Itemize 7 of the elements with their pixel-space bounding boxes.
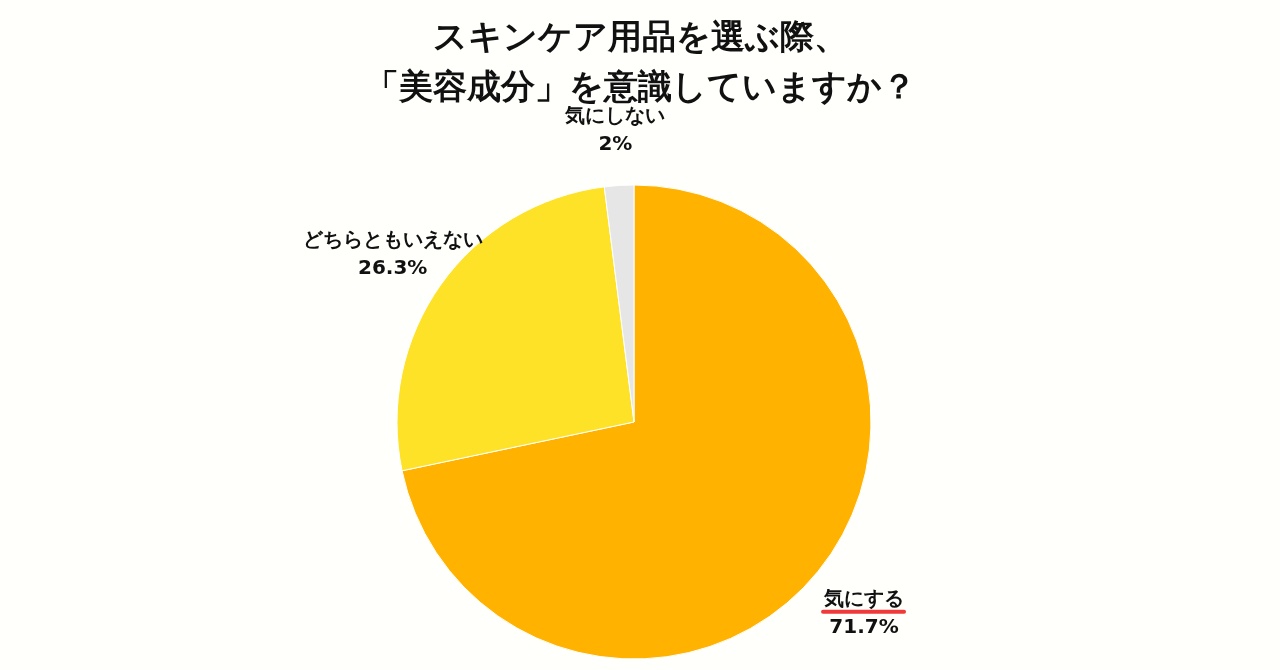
data-label: 2% [598, 131, 633, 156]
chart-title: スキンケア用品を選ぶ際、「美容成分」を意識していますか？ [364, 16, 916, 106]
data-label: 71.7% [829, 613, 899, 638]
data-label: 26.3% [358, 255, 428, 280]
slice-label: 気にする [823, 585, 905, 610]
slice-label: どちらともいえない [302, 227, 483, 252]
slice-label: 気にしない [564, 103, 666, 128]
